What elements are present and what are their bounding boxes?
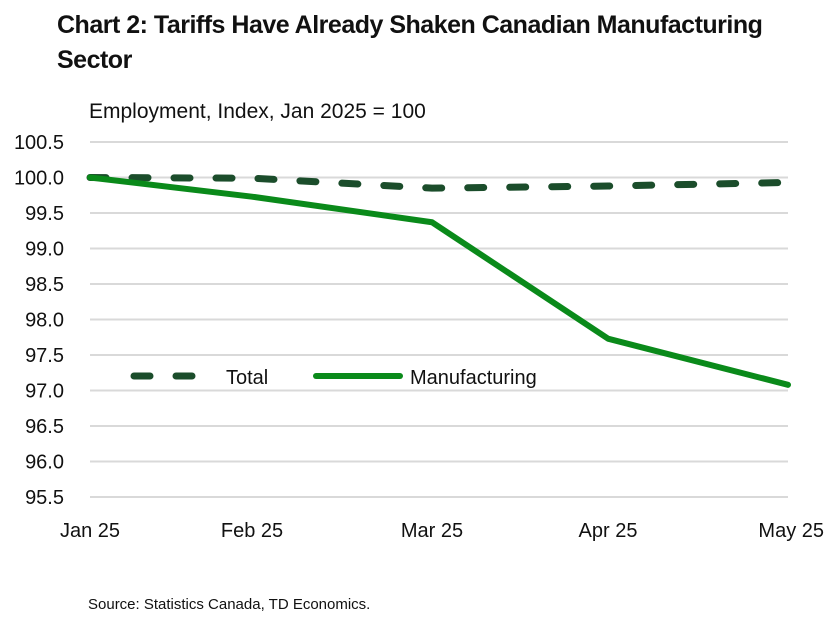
x-tick-label: Apr 25 xyxy=(579,520,638,542)
x-tick-label: Jan 25 xyxy=(60,520,120,542)
legend: Total Manufacturing xyxy=(130,367,537,389)
series-lines xyxy=(86,174,792,388)
chart-subtitle: Employment, Index, Jan 2025 = 100 xyxy=(89,100,426,123)
y-tick-label: 98.0 xyxy=(25,310,64,332)
y-tick-label: 97.0 xyxy=(25,381,64,403)
chart-title: Chart 2: Tariffs Have Already Shaken Can… xyxy=(57,11,763,74)
series-line-total xyxy=(86,174,792,192)
legend-label-manufacturing: Manufacturing xyxy=(410,367,537,389)
legend-label-total: Total xyxy=(226,367,268,389)
x-tick-label: May 25 xyxy=(758,520,824,542)
y-tick-label: 98.5 xyxy=(25,274,64,296)
source-note: Source: Statistics Canada, TD Economics. xyxy=(88,596,371,613)
y-tick-label: 95.5 xyxy=(25,487,64,509)
series-line-manufacturing xyxy=(87,174,791,388)
x-tick-label: Feb 25 xyxy=(221,520,283,542)
y-tick-label: 96.5 xyxy=(25,416,64,438)
y-tick-label: 99.0 xyxy=(25,239,64,261)
y-axis-ticks: 100.5 100.0 99.5 99.0 98.5 98.0 97.5 97.0 96.5 96… xyxy=(14,132,64,509)
y-tick-label: 99.5 xyxy=(25,203,64,225)
gridlines xyxy=(90,141,788,498)
x-axis-ticks: Jan 25 Feb 25 Mar 25 Apr 25 May 25 xyxy=(60,520,824,542)
y-tick-label: 97.5 xyxy=(25,345,64,367)
x-tick-label: Mar 25 xyxy=(401,520,463,542)
y-tick-label: 96.0 xyxy=(25,452,64,474)
y-tick-label: 100.0 xyxy=(14,168,64,190)
y-tick-label: 100.5 xyxy=(14,132,64,154)
